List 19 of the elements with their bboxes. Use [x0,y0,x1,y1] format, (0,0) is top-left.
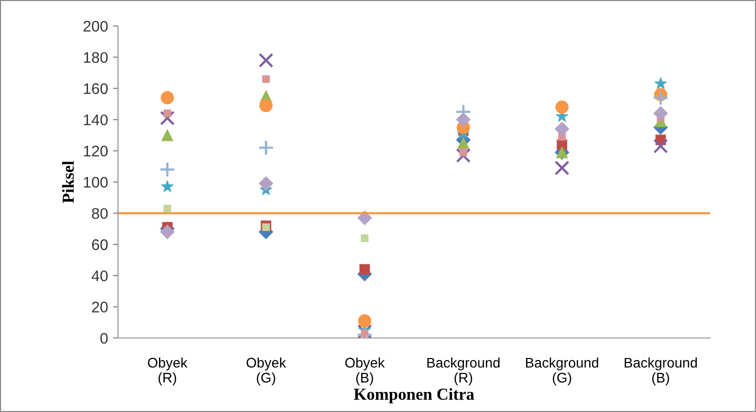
y-axis-title: Piksel [62,160,74,204]
x-tick-label: Background (B) [624,357,697,386]
x-tick-label: Obyek (G) [246,357,286,386]
y-tick-label: 80 [92,208,108,219]
x-tick-label: Background (R) [427,357,500,386]
y-tick-label: 60 [92,239,108,250]
x-tick-label: Background (G) [526,357,598,386]
y-tick-label: 0 [100,332,108,344]
x-axis-title: Komponen Citra [354,388,474,404]
y-tick-label: 140 [84,114,108,126]
x-tick-label: Obyek (R) [148,357,188,386]
y-tick-label: 100 [84,176,108,188]
y-tick-label: 180 [84,52,108,63]
y-tick-label: 200 [84,20,108,32]
x-tick-label: Obyek (B) [345,357,385,386]
y-tick-label: 120 [84,146,108,156]
y-tick-label: 160 [84,83,108,94]
y-tick-label: 40 [92,270,108,282]
y-tick-label: 20 [92,302,108,312]
